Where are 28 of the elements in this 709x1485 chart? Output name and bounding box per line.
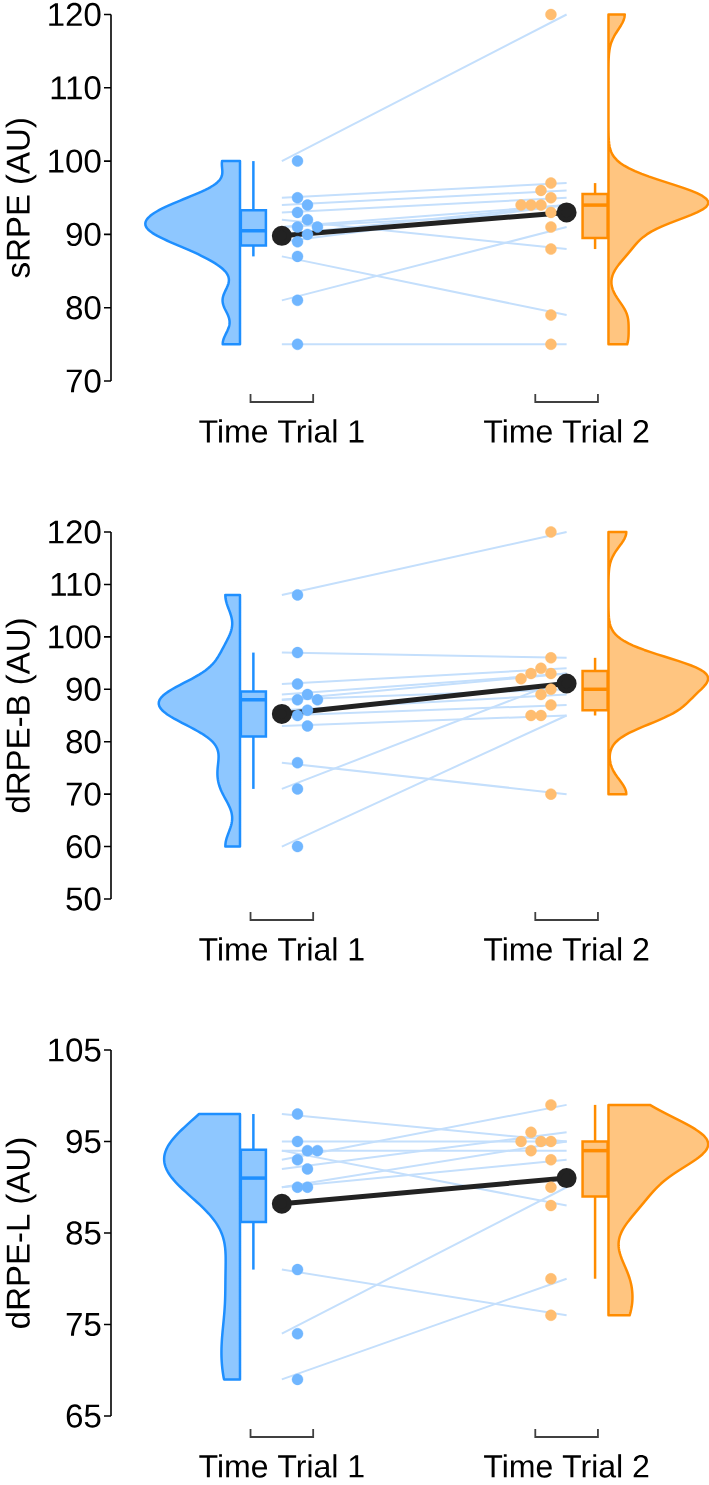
y-tick-label: 80 [66,730,101,754]
x-tick-label: Time Trial 1 [199,937,364,961]
x-tick-label: Time Trial 1 [199,419,364,443]
y-tick-label: 90 [66,677,101,701]
y-axis-title: dRPE-L (AU) [5,1138,37,1328]
x-tick-label: Time Trial 2 [484,937,649,961]
x-tick-label: Time Trial 1 [199,1454,364,1478]
y-tick-label: 105 [49,1038,101,1062]
y-tick-label: 100 [49,625,101,649]
y-tick-label: 120 [49,520,101,544]
x-tick-label: Time Trial 2 [484,419,649,443]
x-tick-label: Time Trial 2 [484,1454,649,1478]
y-tick-label: 120 [49,2,101,27]
y-tick-label: 70 [66,369,101,393]
y-tick-label: 110 [51,76,101,100]
y-tick-label: 80 [66,296,101,320]
y-axis-title: dRPE-B (AU) [5,619,37,813]
y-tick-label: 110 [51,572,101,597]
y-tick-label: 65 [66,1404,101,1428]
y-tick-label: 70 [66,782,101,806]
y-tick-label: 85 [66,1221,101,1245]
y-axis-title: sRPE (AU) [5,119,37,278]
y-tick-label: 90 [66,222,101,247]
y-tick-label: 95 [66,1129,101,1154]
y-tick-label: 75 [66,1312,101,1337]
y-tick-label: 100 [49,149,101,173]
y-tick-label: 50 [66,887,101,911]
y-tick-label: 60 [66,834,101,859]
